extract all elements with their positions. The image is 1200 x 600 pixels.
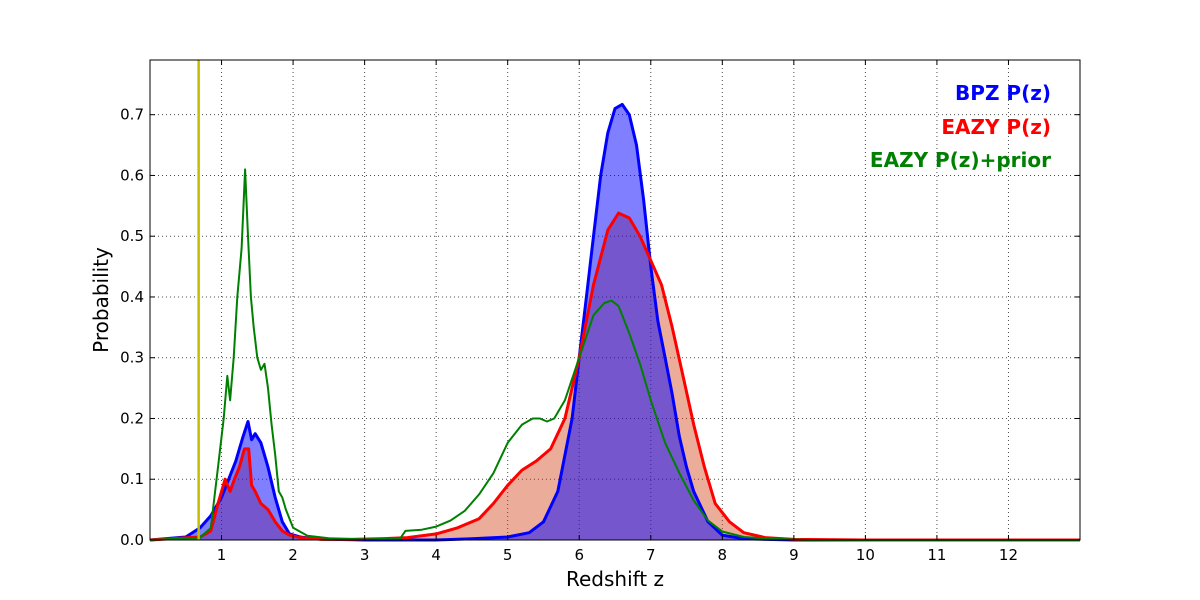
x-tick-label: 3 [360, 546, 370, 564]
x-tick-label: 8 [718, 546, 728, 564]
x-tick-label: 5 [503, 546, 513, 564]
fills [150, 104, 1080, 541]
legend-eazy: EAZY P(z) [941, 115, 1051, 139]
legend-eazy-prior: EAZY P(z)+prior [870, 148, 1051, 172]
legend-bpz: BPZ P(z) [955, 81, 1051, 105]
series-line-bpz-p-z- [149, 102, 1080, 542]
x-tick-label: 4 [431, 546, 441, 564]
x-tick-label: 10 [856, 546, 875, 564]
x-tick-label: 7 [646, 546, 656, 564]
y-tick-label: 0.0 [120, 531, 144, 549]
y-tick-label: 0.2 [120, 409, 144, 427]
x-axis-title: Redshift z [566, 567, 664, 591]
x-tick-label: 6 [574, 546, 584, 564]
plot-frame [149, 59, 1081, 541]
x-tick-label: 2 [288, 546, 298, 564]
y-tick-label: 0.5 [120, 227, 144, 245]
x-tick-label: 12 [999, 546, 1018, 564]
y-tick-label: 0.1 [120, 470, 144, 488]
y-axis-title: Probability [89, 247, 113, 353]
ticks: 1 2 3 4 5 6 7 8 9 10 11 120.00.10.20.30.40.50.60.7 [120, 60, 1080, 564]
lines [149, 60, 1080, 542]
y-tick-label: 0.3 [120, 349, 144, 367]
axes [149, 59, 1081, 541]
series-line-eazy-p-z- [149, 211, 1080, 542]
legend: BPZ P(z) EAZY P(z) EAZY P(z)+prior [870, 81, 1051, 172]
x-tick-label: 1 [217, 546, 227, 564]
series-fill-bpz-p-z- [150, 104, 1080, 541]
y-tick-label: 0.4 [120, 288, 144, 306]
y-tick-label: 0.6 [120, 166, 144, 184]
x-tick-label: 11 [927, 546, 946, 564]
y-tick-label: 0.7 [120, 106, 144, 124]
series-line-eazy-p-z-prior [149, 168, 1080, 541]
x-tick-label: 9 [789, 546, 799, 564]
